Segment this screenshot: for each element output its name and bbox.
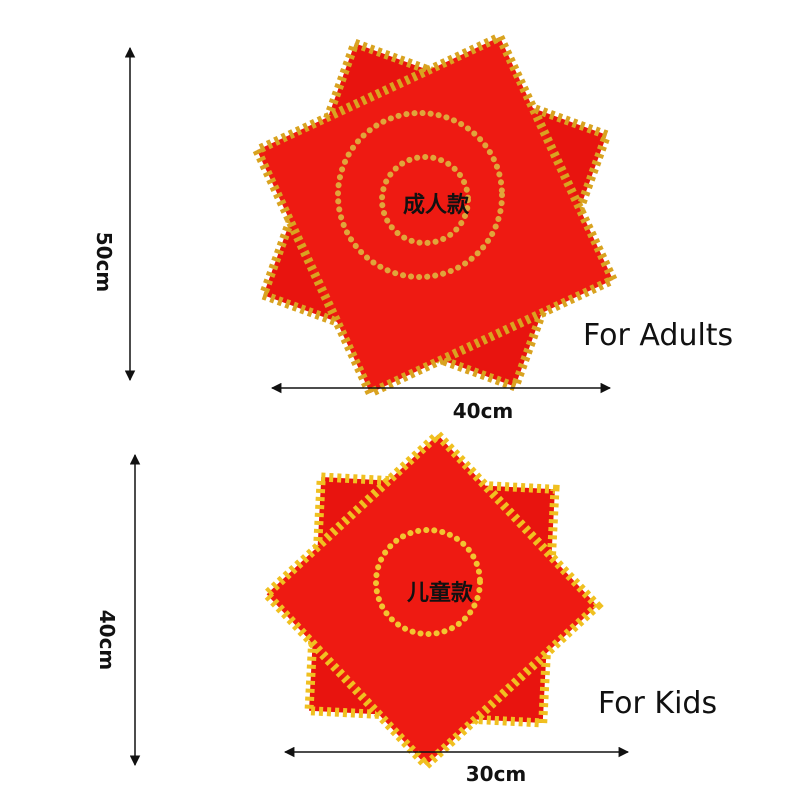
kid-width: 30cm — [466, 762, 527, 786]
kid-tag: 儿童款 — [406, 580, 474, 606]
adult-handkerchief — [250, 30, 620, 400]
kid-height: 40cm — [95, 610, 119, 671]
kid-caption: For Kids — [598, 686, 717, 721]
adult-caption: For Adults — [583, 318, 733, 353]
adult-height: 50cm — [92, 232, 116, 293]
kid-handkerchief — [260, 428, 604, 772]
adult-width: 40cm — [453, 399, 514, 423]
adult-tag: 成人款 — [403, 192, 470, 218]
